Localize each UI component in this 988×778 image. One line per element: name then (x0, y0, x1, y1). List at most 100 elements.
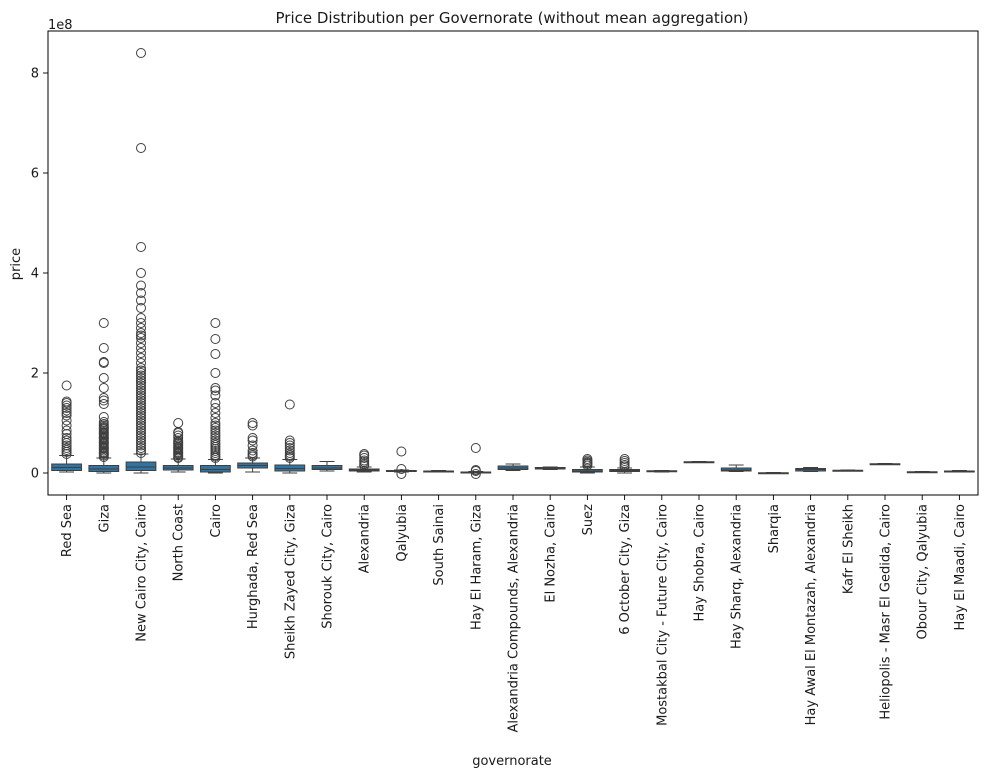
outlier-point (136, 445, 146, 456)
x-tick-label: Alexandria Compounds, Alexandria (507, 504, 522, 733)
outlier-point (136, 348, 146, 358)
outlier-point (136, 425, 146, 436)
x-tick-label: Heliopolis - Masr El Gedida, Cairo (879, 504, 894, 720)
outlier-point (284, 445, 295, 456)
x-tick-label: Hay El Maadi, Cairo (953, 504, 968, 631)
outlier-point (136, 380, 146, 391)
outlier-point (210, 428, 221, 438)
x-tick-label: Sharqia (767, 504, 782, 553)
outlier-point (136, 400, 146, 411)
x-axis-label: governorate (472, 754, 552, 769)
chart-title: Price Distribution per Governorate (with… (276, 9, 749, 27)
outlier-point (210, 433, 221, 443)
outlier-point (61, 443, 72, 453)
outlier-point (136, 353, 146, 363)
outlier-point (136, 398, 146, 408)
x-tick-label: Qalyubia (395, 504, 410, 562)
outlier-point (98, 373, 109, 383)
outlier-point (136, 373, 146, 383)
x-tick-label: South Sainai (432, 504, 447, 586)
plot-area: 0 2 4 6 8 Red Sea Giza New Cairo City, Cairo Nor… (31, 30, 979, 733)
outlier-point (247, 445, 258, 456)
outlier-point (136, 358, 146, 368)
outlier-point (136, 385, 146, 396)
outlier-point (61, 408, 72, 418)
outlier-point (210, 430, 221, 441)
outlier-point (136, 365, 146, 376)
outlier-point (210, 398, 221, 408)
outlier-point (210, 413, 221, 423)
outlier-point (284, 435, 295, 446)
outlier-point (173, 418, 184, 428)
outlier-point (136, 405, 146, 416)
outlier-point (247, 418, 258, 428)
outlier-point (136, 323, 146, 333)
x-tick-label: Shorouk City, Cairo (321, 504, 336, 629)
x-tick-label: Hurghada, Red Sea (246, 504, 261, 629)
outlier-point (284, 443, 295, 453)
outlier-point (136, 423, 146, 433)
outlier-point (359, 453, 370, 463)
x-tick-label: El Nozha, Cairo (544, 504, 559, 603)
outlier-point (136, 48, 146, 58)
outlier-point (210, 349, 221, 359)
outlier-point (61, 410, 72, 421)
x-tick-label: Cairo (209, 504, 224, 538)
outlier-point (247, 435, 258, 446)
y-axis-multiplier: 1e8 (48, 18, 73, 33)
outlier-point (136, 143, 146, 153)
outlier-point (284, 399, 295, 410)
outlier-point (247, 433, 258, 443)
outlier-point (61, 403, 72, 413)
outlier-point (136, 440, 146, 451)
outlier-point (136, 410, 146, 421)
outlier-point (136, 328, 146, 338)
y-tick-label: 8 (31, 67, 39, 82)
outlier-point (136, 295, 146, 306)
x-tick-label: Hay El Haram, Giza (469, 504, 484, 630)
y-tick-label: 4 (31, 267, 39, 282)
outlier-point (61, 440, 72, 451)
outlier-point (210, 418, 221, 428)
outlier-point (136, 415, 146, 426)
outlier-point (98, 343, 109, 353)
outlier-point (210, 390, 221, 401)
outlier-point (247, 448, 258, 458)
outlier-point (136, 280, 146, 291)
x-tick-label: Hay Sharq, Alexandria (730, 504, 745, 649)
outlier-point (136, 390, 146, 401)
outlier-point (61, 435, 72, 446)
outlier-point (98, 395, 109, 406)
axes-frame (47, 30, 979, 496)
x-tick-label: Obour City, Qalyubia (916, 504, 931, 639)
outlier-point (210, 420, 221, 431)
outlier-point (136, 330, 146, 341)
outlier-point (98, 357, 109, 367)
x-tick-label: Red Sea (60, 504, 75, 557)
x-tick-label: Mostakbal City - Future City, Cairo (655, 504, 670, 726)
outlier-point (136, 435, 146, 446)
x-tick-label: Giza (97, 504, 112, 532)
x-tick-label: Kafr El Sheikh (841, 504, 856, 594)
outlier-point (136, 428, 146, 438)
outlier-point (136, 378, 146, 388)
y-tick-label: 0 (31, 467, 39, 482)
outlier-point (284, 440, 295, 451)
outlier-point (136, 313, 146, 323)
outlier-point (61, 396, 72, 407)
outlier-point (173, 430, 184, 441)
outlier-point (136, 408, 146, 418)
outlier-point (136, 448, 146, 458)
outlier-point (173, 433, 184, 443)
outlier-point (210, 408, 221, 418)
outlier-point (61, 420, 72, 431)
outlier-point (210, 403, 221, 413)
outlier-point (284, 448, 295, 458)
outlier-point (210, 438, 221, 448)
x-tick-label: Hay Awal El Montazah, Alexandria (804, 504, 819, 725)
y-axis-label: price (9, 248, 24, 280)
outlier-point (136, 368, 146, 378)
outlier-point (136, 393, 146, 403)
outlier-point (136, 343, 146, 353)
